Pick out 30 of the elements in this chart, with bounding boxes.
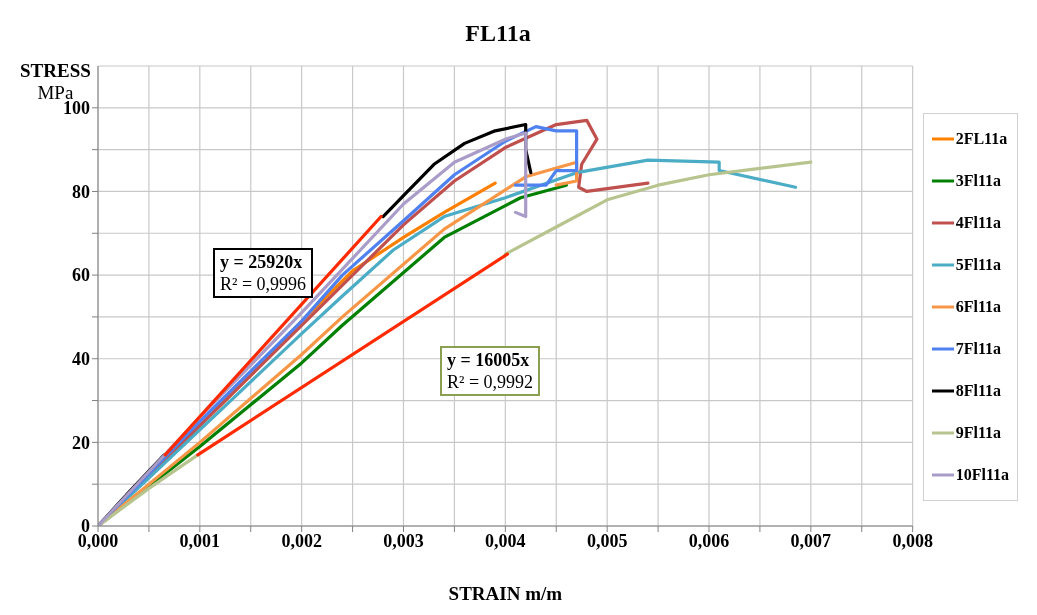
chart-title: FL11a: [465, 20, 531, 46]
y-tick-label: 40: [72, 349, 90, 370]
y-tick-label: 20: [72, 432, 90, 453]
x-tick-label: 0,002: [281, 530, 322, 551]
legend-label: 8Fl11a: [955, 382, 1001, 400]
legend-label: 2FL11a: [955, 130, 1008, 148]
x-tick-label: 0,004: [485, 530, 526, 551]
annotation: R² = 0,9996: [220, 273, 307, 295]
x-tick-label: 0,007: [790, 530, 832, 551]
equation-box: y = 16005x R² = 0,9992: [440, 346, 541, 396]
y-tick-label: 80: [72, 181, 90, 202]
y-tick-label: 100: [63, 98, 90, 119]
y-tick-label: 60: [72, 265, 90, 286]
equation-box: y = 25920x R² = 0,9996: [213, 248, 314, 298]
x-tick-label: 0,001: [179, 530, 221, 551]
x-axis-title: STRAIN m/m: [448, 583, 563, 604]
x-tick-label: 0,003: [383, 530, 424, 551]
legend-label: 3Fl11a: [955, 172, 1001, 190]
annotation: y = 25920x: [220, 251, 304, 273]
x-tick-label: 0,008: [892, 530, 933, 551]
x-tick-label: 0,005: [586, 530, 628, 551]
annotation: R² = 0,9992: [447, 371, 534, 393]
legend-label: 7Fl11a: [955, 340, 1001, 358]
legend-label: 6Fl11a: [955, 298, 1001, 316]
x-tick-label: 0,006: [688, 530, 730, 551]
annotation: y = 16005x: [447, 349, 531, 371]
legend-label: 9Fl11a: [955, 424, 1001, 442]
legend-label: 10Fl11a: [955, 466, 1009, 484]
legend-label: 4Fl11a: [955, 214, 1001, 232]
legend-label: 5Fl11a: [955, 256, 1001, 274]
